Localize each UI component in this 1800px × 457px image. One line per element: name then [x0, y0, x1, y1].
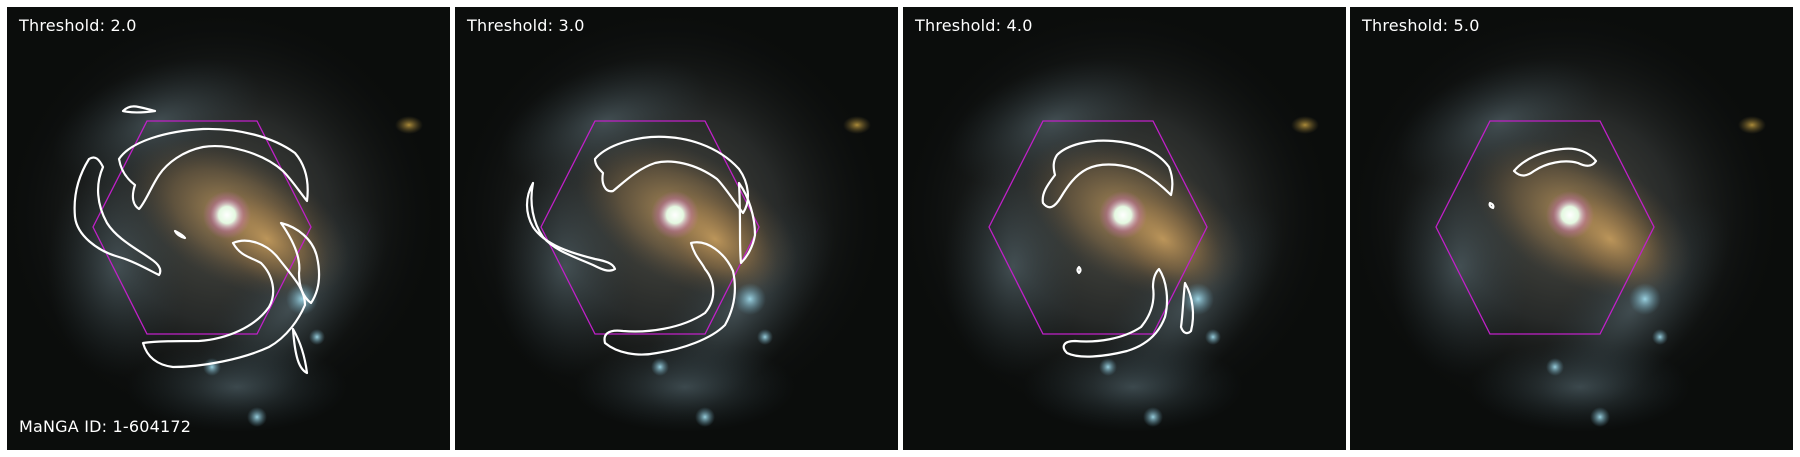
contour-set	[1041, 139, 1195, 358]
contour-line	[73, 156, 162, 277]
threshold-label: Threshold: 4.0	[915, 16, 1033, 35]
threshold-label: Threshold: 3.0	[467, 16, 585, 35]
contour-line	[1488, 201, 1495, 210]
contour-set	[1488, 147, 1598, 210]
contour-set	[525, 135, 757, 356]
panel-threshold-5: Threshold: 5.0	[1350, 7, 1793, 450]
panel-threshold-4: Threshold: 4.0	[903, 7, 1346, 450]
contour-line	[1062, 267, 1169, 358]
ifu-hexagon	[92, 120, 312, 335]
contour-line	[121, 105, 157, 114]
ifu-hexagon	[1435, 120, 1655, 335]
contour-line	[279, 221, 321, 305]
galaxy-image	[1350, 7, 1793, 450]
galaxy-image	[903, 7, 1346, 450]
contour-line	[173, 229, 187, 240]
contour-line	[1179, 281, 1195, 335]
galaxy-image	[7, 7, 450, 450]
threshold-label: Threshold: 5.0	[1362, 16, 1480, 35]
ifu-hexagon	[540, 120, 760, 335]
ifu-hexagon	[988, 120, 1208, 335]
panel-threshold-2: Threshold: 2.0 MaNGA ID: 1-604172	[7, 7, 450, 450]
contour-line	[525, 181, 617, 272]
contour-line	[291, 327, 309, 375]
contour-line	[593, 135, 749, 215]
contour-set	[73, 105, 321, 375]
contour-line	[117, 127, 309, 211]
contour-line	[737, 181, 757, 265]
contour-line	[1076, 265, 1082, 275]
contour-line	[1512, 147, 1598, 177]
galaxy-id-label: MaNGA ID: 1-604172	[19, 417, 192, 436]
contour-line	[1041, 139, 1174, 209]
contour-line	[603, 241, 736, 356]
panel-threshold-3: Threshold: 3.0	[455, 7, 898, 450]
galaxy-image	[455, 7, 898, 450]
threshold-label: Threshold: 2.0	[19, 16, 137, 35]
